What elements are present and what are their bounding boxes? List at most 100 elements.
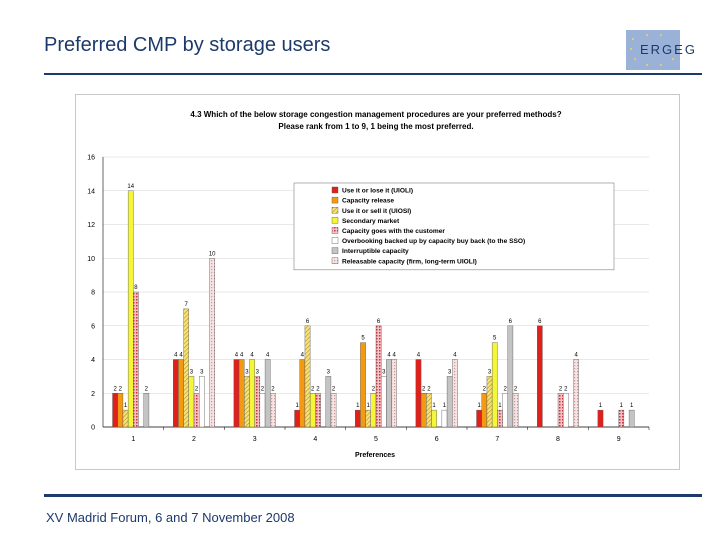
data-label: 2 — [372, 386, 376, 392]
bar — [233, 359, 240, 428]
legend-label: Interruptible capacity — [342, 248, 409, 255]
bar — [249, 359, 255, 428]
bar — [420, 393, 427, 428]
y-tick-label: 6 — [91, 323, 95, 330]
chart-legend: Use it or lose it (UIOLI) Capacity releas… — [293, 182, 615, 271]
data-label: 2 — [514, 386, 518, 392]
bar — [254, 376, 261, 428]
y-tick-label: 14 — [87, 188, 95, 195]
x-tick-label: 8 — [556, 436, 560, 443]
data-label: 2 — [427, 386, 431, 392]
data-label: 2 — [422, 386, 426, 392]
data-label: 2 — [271, 386, 275, 392]
data-label: 4 — [174, 353, 178, 359]
legend-label: Releasable capacity (firm, long-term UIO… — [342, 258, 477, 265]
x-tick-label: 1 — [131, 436, 135, 443]
data-label: 3 — [256, 369, 260, 375]
data-label: 2 — [261, 386, 265, 392]
data-label: 4 — [266, 353, 270, 359]
footer-rule — [44, 494, 702, 497]
data-label: 3 — [200, 369, 204, 375]
bar — [375, 325, 382, 428]
data-label: 4 — [417, 353, 421, 359]
bar — [512, 393, 519, 428]
data-label: 2 — [113, 386, 117, 392]
data-label: 10 — [209, 251, 216, 257]
logo-star-icon — [634, 58, 636, 60]
legend-swatch — [331, 206, 339, 214]
chart-subtitle: Please rank from 1 to 9, 1 being the mos… — [278, 122, 473, 131]
legend-label: Secondary market — [342, 218, 400, 225]
data-label: 6 — [509, 319, 513, 325]
logo-star-icon — [660, 34, 662, 36]
bar — [563, 393, 569, 428]
legend-label: Capacity release — [342, 198, 394, 205]
data-label: 3 — [327, 369, 331, 375]
bar — [391, 359, 398, 428]
logo-star-icon — [632, 38, 634, 40]
bar — [628, 409, 635, 428]
bar — [315, 393, 321, 428]
bar — [481, 393, 488, 428]
bar — [486, 376, 493, 428]
legend-box — [293, 182, 615, 271]
bar — [264, 359, 271, 428]
logo-star-icon — [672, 58, 674, 60]
data-label: 3 — [382, 369, 386, 375]
data-label: 4 — [453, 353, 457, 359]
y-tick-label: 4 — [91, 357, 95, 364]
x-axis-label: Preferences — [355, 452, 395, 459]
chart-title: 4.3 Which of the below storage congestio… — [190, 110, 561, 119]
bar — [304, 325, 311, 428]
slide-title: Preferred CMP by storage users — [44, 34, 331, 56]
bar — [491, 342, 498, 428]
bar-chart: 4.3 Which of the below storage congestio… — [87, 110, 650, 459]
bar — [127, 190, 134, 428]
chart-frame: 4.3 Which of the below storage congestio… — [75, 94, 680, 470]
data-label: 6 — [377, 319, 381, 325]
y-tick-label: 10 — [87, 256, 95, 263]
data-label: 4 — [179, 353, 183, 359]
data-label: 7 — [185, 302, 189, 308]
data-label: 3 — [448, 369, 452, 375]
data-label: 1 — [477, 403, 481, 409]
footer-text: XV Madrid Forum, 6 and 7 November 2008 — [46, 510, 295, 525]
bar — [618, 409, 625, 428]
x-tick-label: 7 — [495, 436, 499, 443]
data-label: 4 — [250, 353, 254, 359]
y-tick-label: 12 — [87, 222, 95, 229]
legend-swatch — [331, 196, 339, 204]
bar — [370, 393, 377, 428]
legend-swatch — [331, 217, 339, 224]
bar — [294, 409, 300, 428]
bar — [299, 359, 306, 428]
data-label: 1 — [367, 403, 371, 409]
data-label: 1 — [498, 403, 502, 409]
bar — [360, 342, 366, 428]
data-label: 2 — [316, 386, 320, 392]
bar — [183, 308, 189, 428]
legend-swatch — [331, 227, 339, 234]
bar — [426, 393, 432, 428]
data-label: 1 — [295, 403, 299, 409]
bar — [441, 409, 448, 428]
data-label: 6 — [306, 319, 310, 325]
bar — [446, 376, 453, 428]
bar — [557, 393, 564, 428]
bar — [244, 376, 250, 428]
data-label: 4 — [575, 353, 579, 359]
bar — [476, 409, 482, 428]
bar — [537, 325, 543, 428]
bar — [497, 409, 503, 428]
bar — [188, 376, 195, 428]
data-label: 2 — [503, 386, 507, 392]
bar — [597, 409, 604, 428]
bar — [172, 359, 179, 428]
bar — [415, 359, 422, 428]
bar — [325, 376, 332, 428]
bar — [193, 393, 200, 428]
x-tick-label: 4 — [313, 436, 317, 443]
bar — [502, 393, 508, 428]
data-label: 1 — [599, 403, 603, 409]
y-tick-label: 0 — [91, 425, 95, 432]
